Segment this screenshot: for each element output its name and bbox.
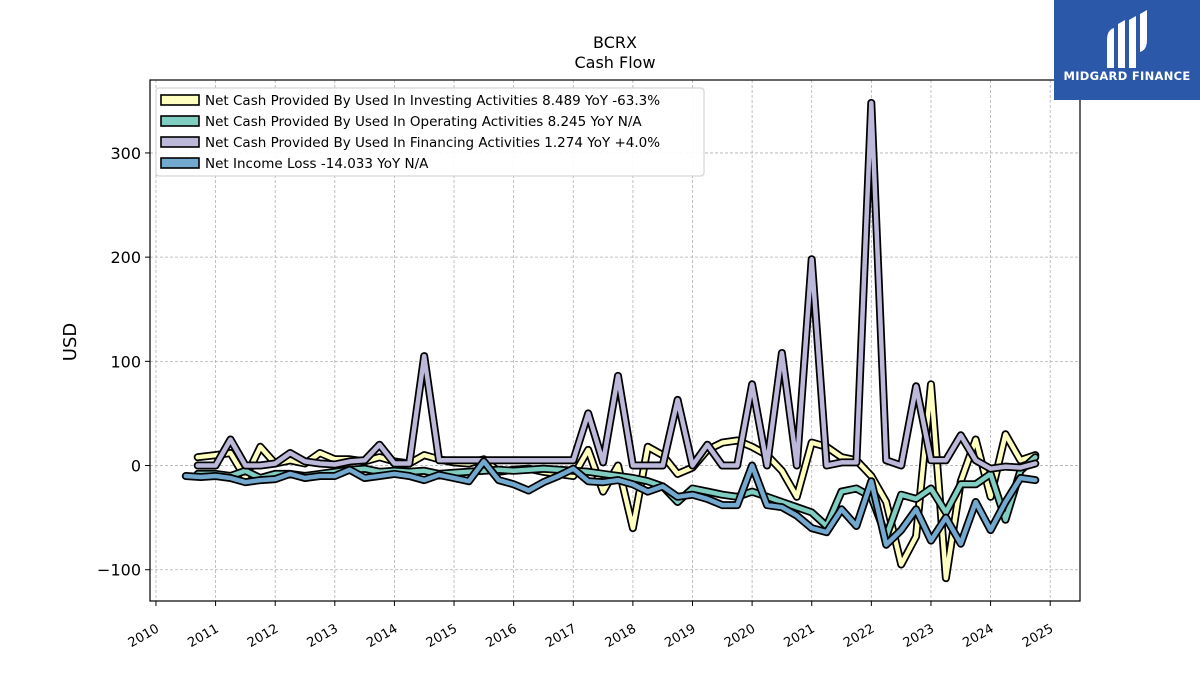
logo-mark-icon <box>1107 10 1147 68</box>
x-tick-label: 2023 <box>901 621 937 651</box>
x-tick-label: 2015 <box>424 621 460 651</box>
x-tick-label: 2020 <box>722 621 758 651</box>
x-tick-label: 2017 <box>543 621 579 651</box>
y-tick-label: 0 <box>131 457 141 476</box>
x-tick-label: 2011 <box>185 621 221 651</box>
x-tick-label: 2016 <box>483 621 519 651</box>
x-tick-label: 2013 <box>305 621 341 651</box>
midgard-finance-logo: MIDGARD FINANCE <box>1054 0 1200 100</box>
y-tick-label: −100 <box>97 561 141 580</box>
series-line-3 <box>183 459 1038 547</box>
legend-swatch <box>160 115 200 127</box>
x-tick-label: 2024 <box>960 621 996 651</box>
chart-title: BCRX <box>593 33 637 52</box>
x-tick-label: 2014 <box>364 621 400 651</box>
y-tick-label: 200 <box>110 248 141 267</box>
x-tick-label: 2012 <box>245 621 281 651</box>
x-tick-label: 2010 <box>126 621 162 651</box>
series-layer <box>181 98 1040 583</box>
legend-label: Net Cash Provided By Used In Operating A… <box>205 114 642 130</box>
y-tick-label: 100 <box>110 352 141 371</box>
x-tick-label: 2025 <box>1020 621 1056 651</box>
x-tick-label: 2019 <box>662 621 698 651</box>
series-line-2 <box>195 100 1038 471</box>
legend-label: Net Cash Provided By Used In Investing A… <box>205 93 660 109</box>
chart-subtitle: Cash Flow <box>574 53 655 72</box>
legend-label: Net Income Loss -14.033 YoY N/A <box>205 156 429 172</box>
series-line-0 <box>195 382 1038 581</box>
plot-frame <box>149 79 1081 602</box>
legend: Net Cash Provided By Used In Investing A… <box>155 87 705 177</box>
legend-swatch <box>160 94 200 106</box>
legend-swatch <box>160 157 200 169</box>
legend-swatch <box>160 136 200 148</box>
y-axis-label: USD <box>60 323 81 361</box>
legend-label: Net Cash Provided By Used In Financing A… <box>205 135 660 151</box>
x-tick-label: 2018 <box>603 621 639 651</box>
legend-box <box>155 87 705 177</box>
y-tick-label: 300 <box>110 144 141 163</box>
logo-text: MIDGARD FINANCE <box>1063 69 1191 83</box>
x-tick-label: 2022 <box>841 621 877 651</box>
x-tick-label: 2021 <box>782 621 818 651</box>
